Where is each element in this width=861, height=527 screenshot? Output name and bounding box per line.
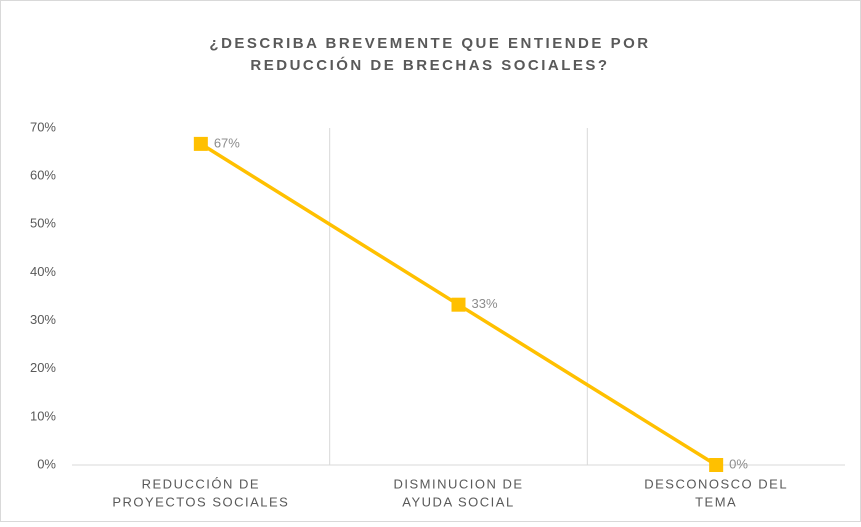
x-tick-label: DISMINUCION DE [393, 476, 523, 491]
x-tick-label: REDUCCIÓN DE [142, 476, 260, 491]
y-tick-label: 10% [30, 408, 56, 423]
y-tick-label: 40% [30, 264, 56, 279]
x-tick-label: TEMA [695, 494, 737, 509]
y-tick-label: 0% [37, 456, 56, 471]
data-label: 67% [214, 135, 240, 150]
data-label: 0% [729, 456, 748, 471]
x-tick-label: DESCONOSCO DEL [644, 476, 788, 491]
y-tick-label: 20% [30, 360, 56, 375]
marker [451, 297, 466, 312]
chart-title: REDUCCIÓN DE BRECHAS SOCIALES? [250, 56, 609, 74]
chart-title: ¿DESCRIBA BREVEMENTE QUE ENTIENDE POR [209, 35, 650, 52]
y-tick-label: 50% [30, 216, 56, 231]
y-tick-label: 70% [30, 119, 56, 134]
x-tick-label: AYUDA SOCIAL [402, 494, 514, 509]
x-tick-label: PROYECTOS SOCIALES [112, 494, 289, 509]
marker [193, 136, 208, 151]
y-tick-label: 30% [30, 312, 56, 327]
data-label: 33% [472, 296, 498, 311]
y-tick-label: 60% [30, 168, 56, 183]
marker [709, 458, 724, 472]
